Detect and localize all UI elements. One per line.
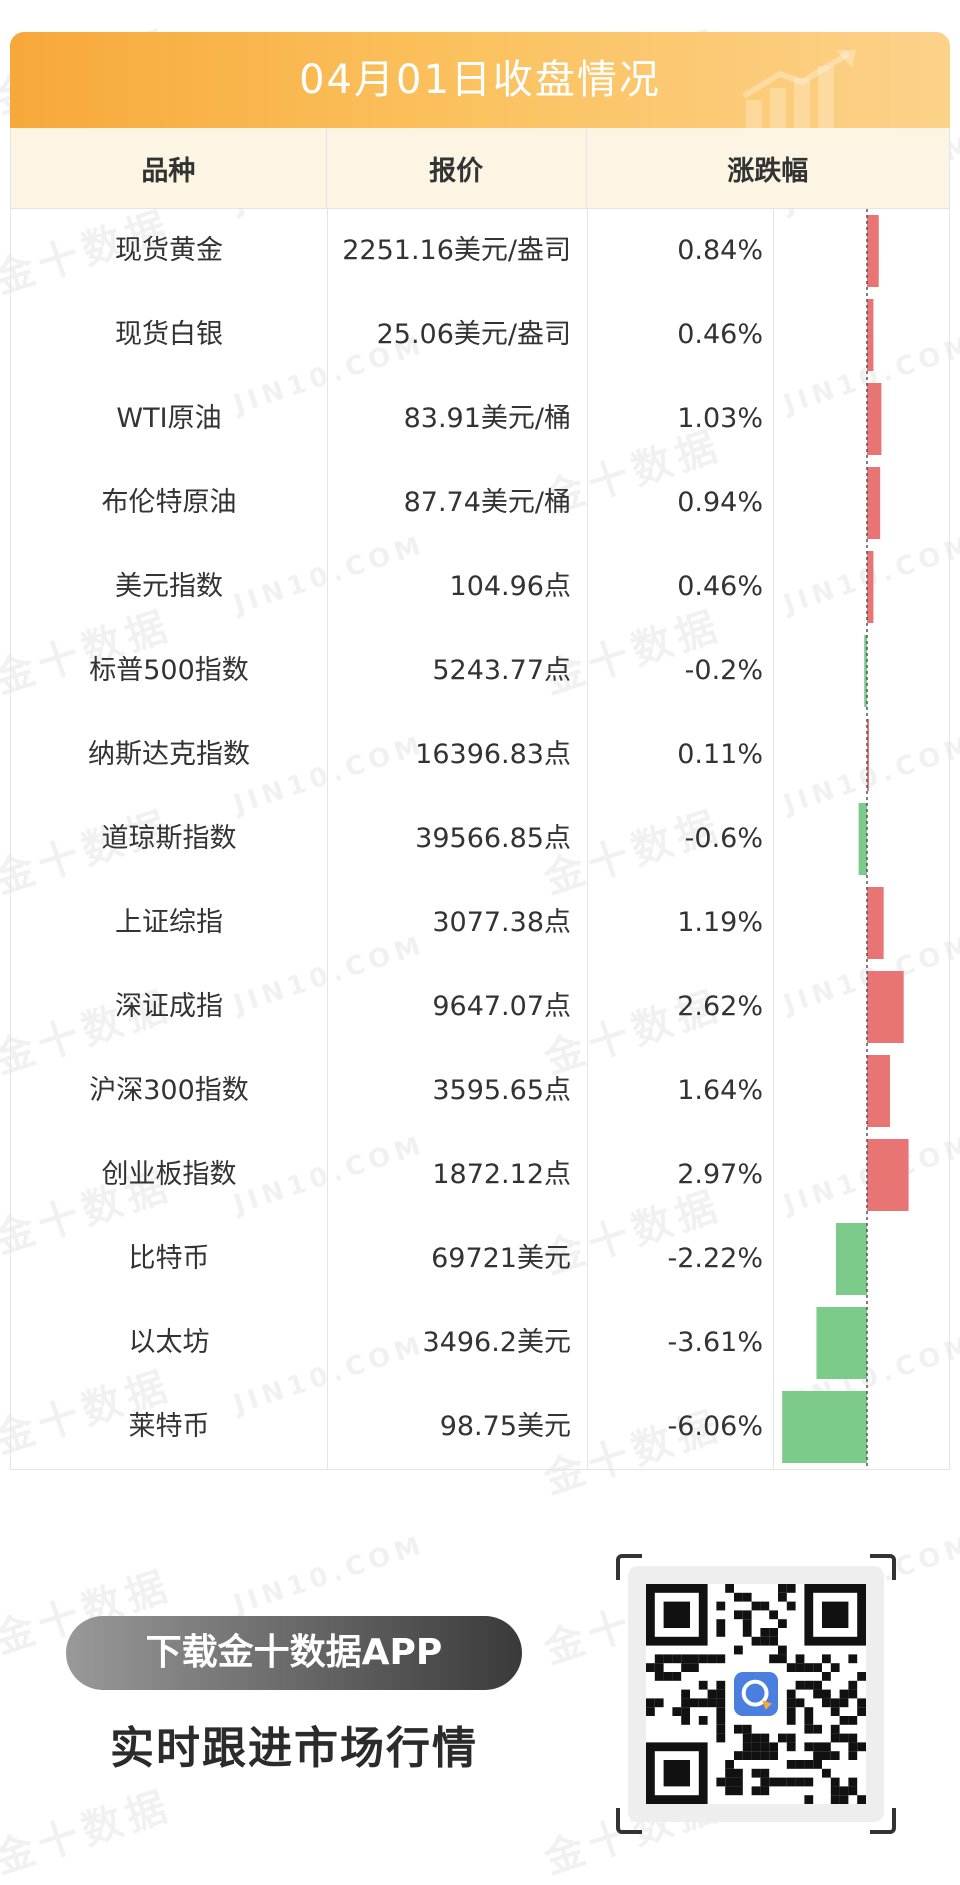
- row-change: 2.97%: [677, 1159, 763, 1190]
- table-row: 比特币 69721美元 -2.22%: [11, 1217, 951, 1301]
- table-row: 创业板指数 1872.12点 2.97%: [11, 1133, 951, 1217]
- change-bar: [864, 635, 867, 707]
- change-bar: [867, 299, 874, 371]
- change-bar: [867, 551, 874, 623]
- table-row: 上证综指 3077.38点 1.19%: [11, 881, 951, 965]
- column-header-change: 涨跌幅: [727, 155, 809, 187]
- column-divider: [773, 209, 774, 1469]
- table-row: 道琼斯指数 39566.85点 -0.6%: [11, 797, 951, 881]
- table-row: 布伦特原油 87.74美元/桶 0.94%: [11, 461, 951, 545]
- change-bar: [867, 971, 904, 1043]
- row-price: 25.06美元/盎司: [376, 319, 571, 350]
- download-app-button[interactable]: 下载金十数据APP: [66, 1616, 522, 1690]
- row-price: 3595.65点: [432, 1075, 571, 1106]
- table-row: 美元指数 104.96点 0.46%: [11, 545, 951, 629]
- row-change: 1.03%: [677, 403, 763, 434]
- jin10-app-logo-icon: [734, 1672, 778, 1716]
- qr-corner: [616, 1554, 642, 1580]
- row-name: 深证成指: [115, 991, 223, 1022]
- row-change: 0.46%: [677, 319, 763, 350]
- qr-corner: [870, 1554, 896, 1580]
- change-bar: [835, 1223, 867, 1295]
- change-bar: [867, 383, 882, 455]
- table-row: 莱特币 98.75美元 -6.06%: [11, 1385, 951, 1469]
- row-change: -6.06%: [667, 1411, 763, 1442]
- qr-code-image: [646, 1584, 866, 1804]
- row-change: 1.64%: [677, 1075, 763, 1106]
- row-name: 以太坊: [128, 1327, 210, 1358]
- table-row: 沪深300指数 3595.65点 1.64%: [11, 1049, 951, 1133]
- row-price: 39566.85点: [415, 823, 571, 854]
- table-row: 现货白银 25.06美元/盎司 0.46%: [11, 293, 951, 377]
- row-price: 1872.12点: [432, 1159, 571, 1190]
- qr-code: [616, 1554, 896, 1834]
- row-change: 0.94%: [677, 487, 763, 518]
- row-price: 3077.38点: [432, 907, 571, 938]
- row-change: 0.84%: [677, 235, 763, 266]
- table-row: 标普500指数 5243.77点 -0.2%: [11, 629, 951, 713]
- row-change: 0.46%: [677, 571, 763, 602]
- row-change: -3.61%: [667, 1327, 763, 1358]
- row-price: 83.91美元/桶: [403, 403, 571, 434]
- qr-corner: [870, 1808, 896, 1834]
- page-title: 04月01日收盘情况: [299, 57, 661, 103]
- change-bar: [867, 1055, 890, 1127]
- row-price: 98.75美元: [439, 1411, 571, 1442]
- row-price: 9647.07点: [432, 991, 571, 1022]
- watermark-text: 金十数据: [0, 1782, 178, 1884]
- table-row: 以太坊 3496.2美元 -3.61%: [11, 1301, 951, 1385]
- row-name: 美元指数: [115, 571, 223, 602]
- row-name: 创业板指数: [101, 1159, 237, 1190]
- row-change: -0.2%: [684, 655, 763, 686]
- row-name: 标普500指数: [89, 655, 249, 686]
- row-change: 2.62%: [677, 991, 763, 1022]
- rising-bar-chart-icon: [742, 50, 856, 128]
- change-bar: [867, 719, 869, 791]
- change-bar: [867, 1139, 909, 1211]
- change-bar: [858, 803, 867, 875]
- table-body: 现货黄金 2251.16美元/盎司 0.84% 现货白银 25.06美元/盎司 0.46%…: [10, 208, 950, 1470]
- row-change: -2.22%: [667, 1243, 763, 1274]
- change-bar: [816, 1307, 867, 1379]
- column-divider: [327, 209, 328, 1469]
- row-change: -0.6%: [684, 823, 763, 854]
- row-change: 1.19%: [677, 907, 763, 938]
- row-name: 现货黄金: [115, 235, 223, 266]
- row-price: 16396.83点: [415, 739, 571, 770]
- title-bar: 04月01日收盘情况: [10, 32, 950, 128]
- change-bar: [867, 215, 879, 287]
- market-close-card: 04月01日收盘情况 品种 报价 涨跌幅 现货黄金 2251.16美元/盎司 0.8…: [10, 32, 950, 1470]
- row-name: 布伦特原油: [101, 487, 237, 518]
- row-name: 上证综指: [115, 907, 223, 938]
- row-price: 104.96点: [449, 571, 571, 602]
- qr-corner: [616, 1808, 642, 1834]
- table-row: WTI原油 83.91美元/桶 1.03%: [11, 377, 951, 461]
- column-divider: [587, 209, 588, 1469]
- row-price: 69721美元: [431, 1243, 571, 1274]
- table-header: 品种 报价 涨跌幅: [10, 128, 950, 208]
- watermark-text: JIN10.COM: [230, 1529, 429, 1621]
- promo-subtitle: 实时跟进市场行情: [110, 1723, 478, 1774]
- row-name: 沪深300指数: [89, 1075, 249, 1106]
- row-name: 现货白银: [115, 319, 223, 350]
- row-price: 87.74美元/桶: [403, 487, 571, 518]
- column-header-price: 报价: [327, 128, 587, 208]
- row-name: 莱特币: [128, 1411, 210, 1442]
- row-name: 比特币: [128, 1243, 210, 1274]
- change-bar: [782, 1391, 867, 1463]
- row-change: 0.11%: [677, 739, 763, 770]
- change-bar: [867, 887, 884, 959]
- row-price: 5243.77点: [432, 655, 571, 686]
- row-price: 3496.2美元: [422, 1327, 571, 1358]
- row-name: 纳斯达克指数: [88, 739, 250, 770]
- row-name: 道琼斯指数: [101, 823, 237, 854]
- table-row: 深证成指 9647.07点 2.62%: [11, 965, 951, 1049]
- table-row: 现货黄金 2251.16美元/盎司 0.84%: [11, 209, 951, 293]
- table-row: 纳斯达克指数 16396.83点 0.11%: [11, 713, 951, 797]
- change-bar: [867, 467, 881, 539]
- change-bar-chart: [782, 209, 909, 1469]
- row-price: 2251.16美元/盎司: [342, 235, 571, 266]
- row-name: WTI原油: [116, 403, 222, 434]
- column-header-name: 品种: [11, 128, 327, 208]
